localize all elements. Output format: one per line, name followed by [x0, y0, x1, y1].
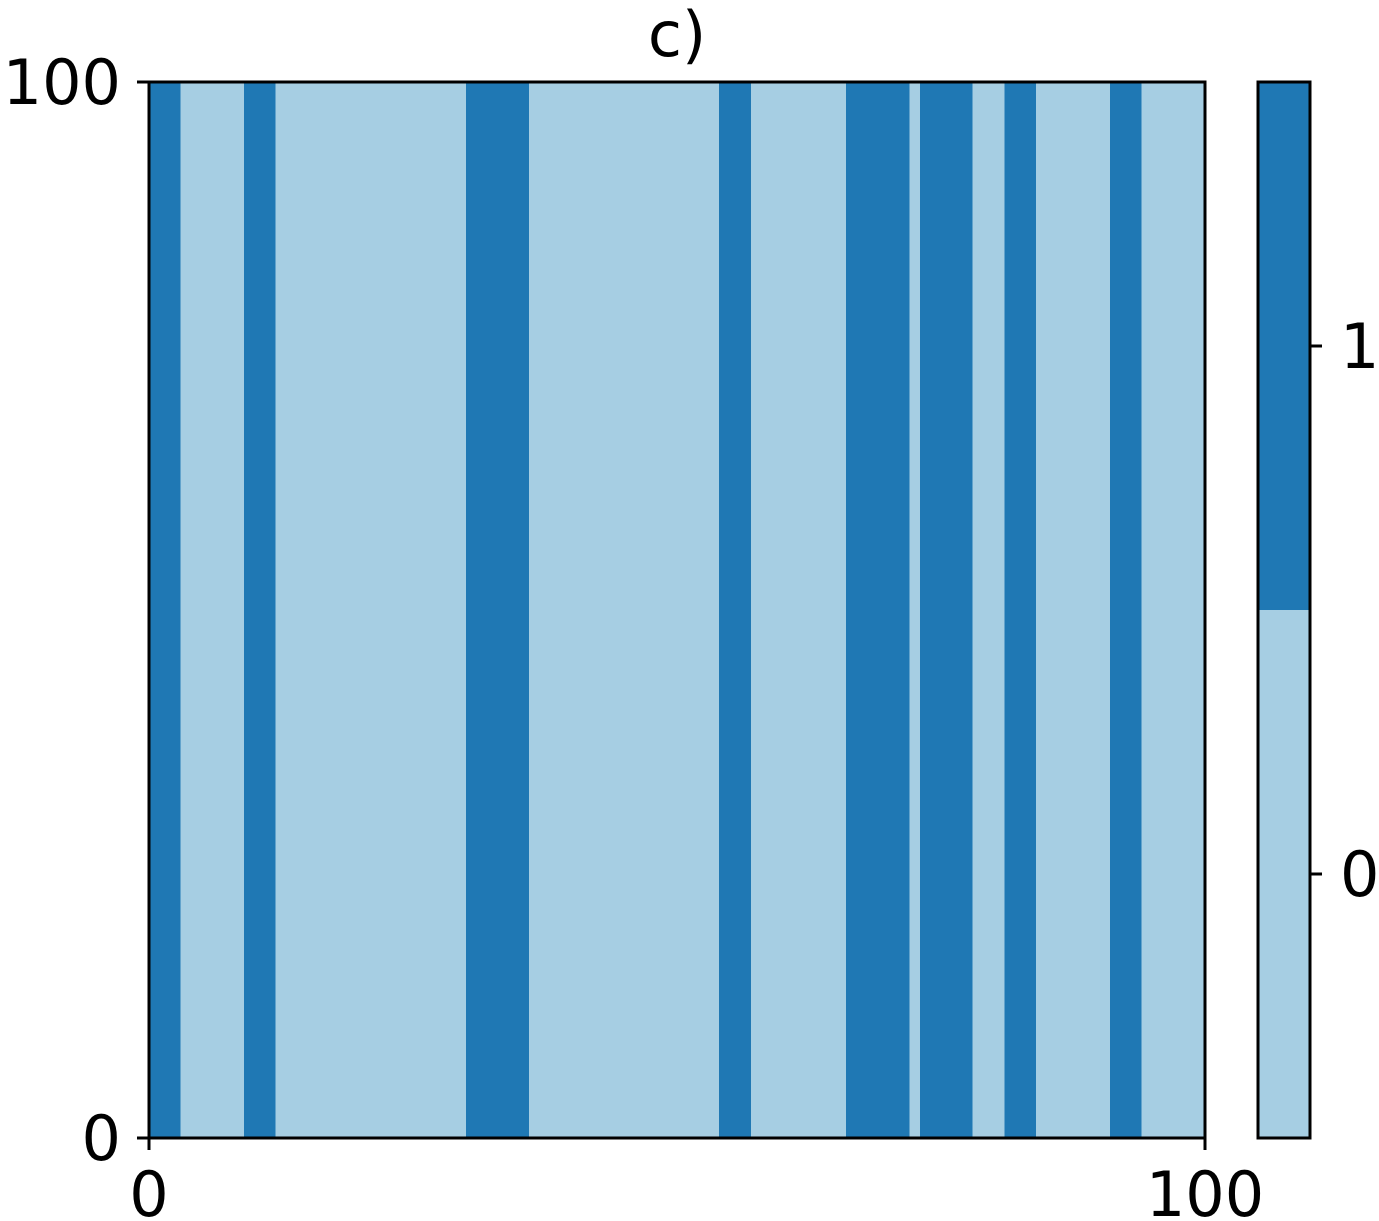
colorbar-tick-label-1: 1: [1340, 310, 1379, 383]
y-tick-label-1: 100: [3, 46, 121, 119]
colorbar-frame: [1256, 80, 1312, 1140]
plot-area: [147, 80, 1207, 1140]
heatmap-band-4: [465, 82, 530, 1138]
x-tick-label-0: 0: [129, 1158, 168, 1221]
x-axis: 0 100: [129, 1138, 1264, 1221]
x-tick-label-1: 100: [1146, 1158, 1264, 1221]
heatmap-band-7: [750, 82, 846, 1138]
colorbar-tick-label-0: 0: [1340, 838, 1379, 911]
heatmap-band-3: [275, 82, 466, 1138]
heatmap-band-14: [1109, 82, 1142, 1138]
heatmap-band-0: [149, 82, 181, 1138]
chart-title: c): [648, 0, 706, 71]
heatmap-band-11: [972, 82, 1005, 1138]
plot-frame: [147, 80, 1207, 1140]
heatmap-band-1: [180, 82, 245, 1138]
heatmap-band-5: [529, 82, 720, 1138]
heatmap-band-15: [1141, 82, 1205, 1138]
heatmap-band-10: [919, 82, 973, 1138]
y-tick-label-0: 0: [82, 1102, 121, 1175]
heatmap-band-2: [244, 82, 276, 1138]
heatmap-band-12: [1004, 82, 1037, 1138]
heatmap-band-8: [845, 82, 910, 1138]
colorbar-segment-0: [1258, 610, 1310, 1138]
colorbar: 01: [1256, 80, 1379, 1140]
colorbar-segment-1: [1258, 82, 1310, 610]
y-axis: 0 100: [3, 46, 149, 1175]
heatmap-band-9: [909, 82, 920, 1138]
heatmap-band-6: [719, 82, 751, 1138]
heatmap-band-13: [1036, 82, 1110, 1138]
